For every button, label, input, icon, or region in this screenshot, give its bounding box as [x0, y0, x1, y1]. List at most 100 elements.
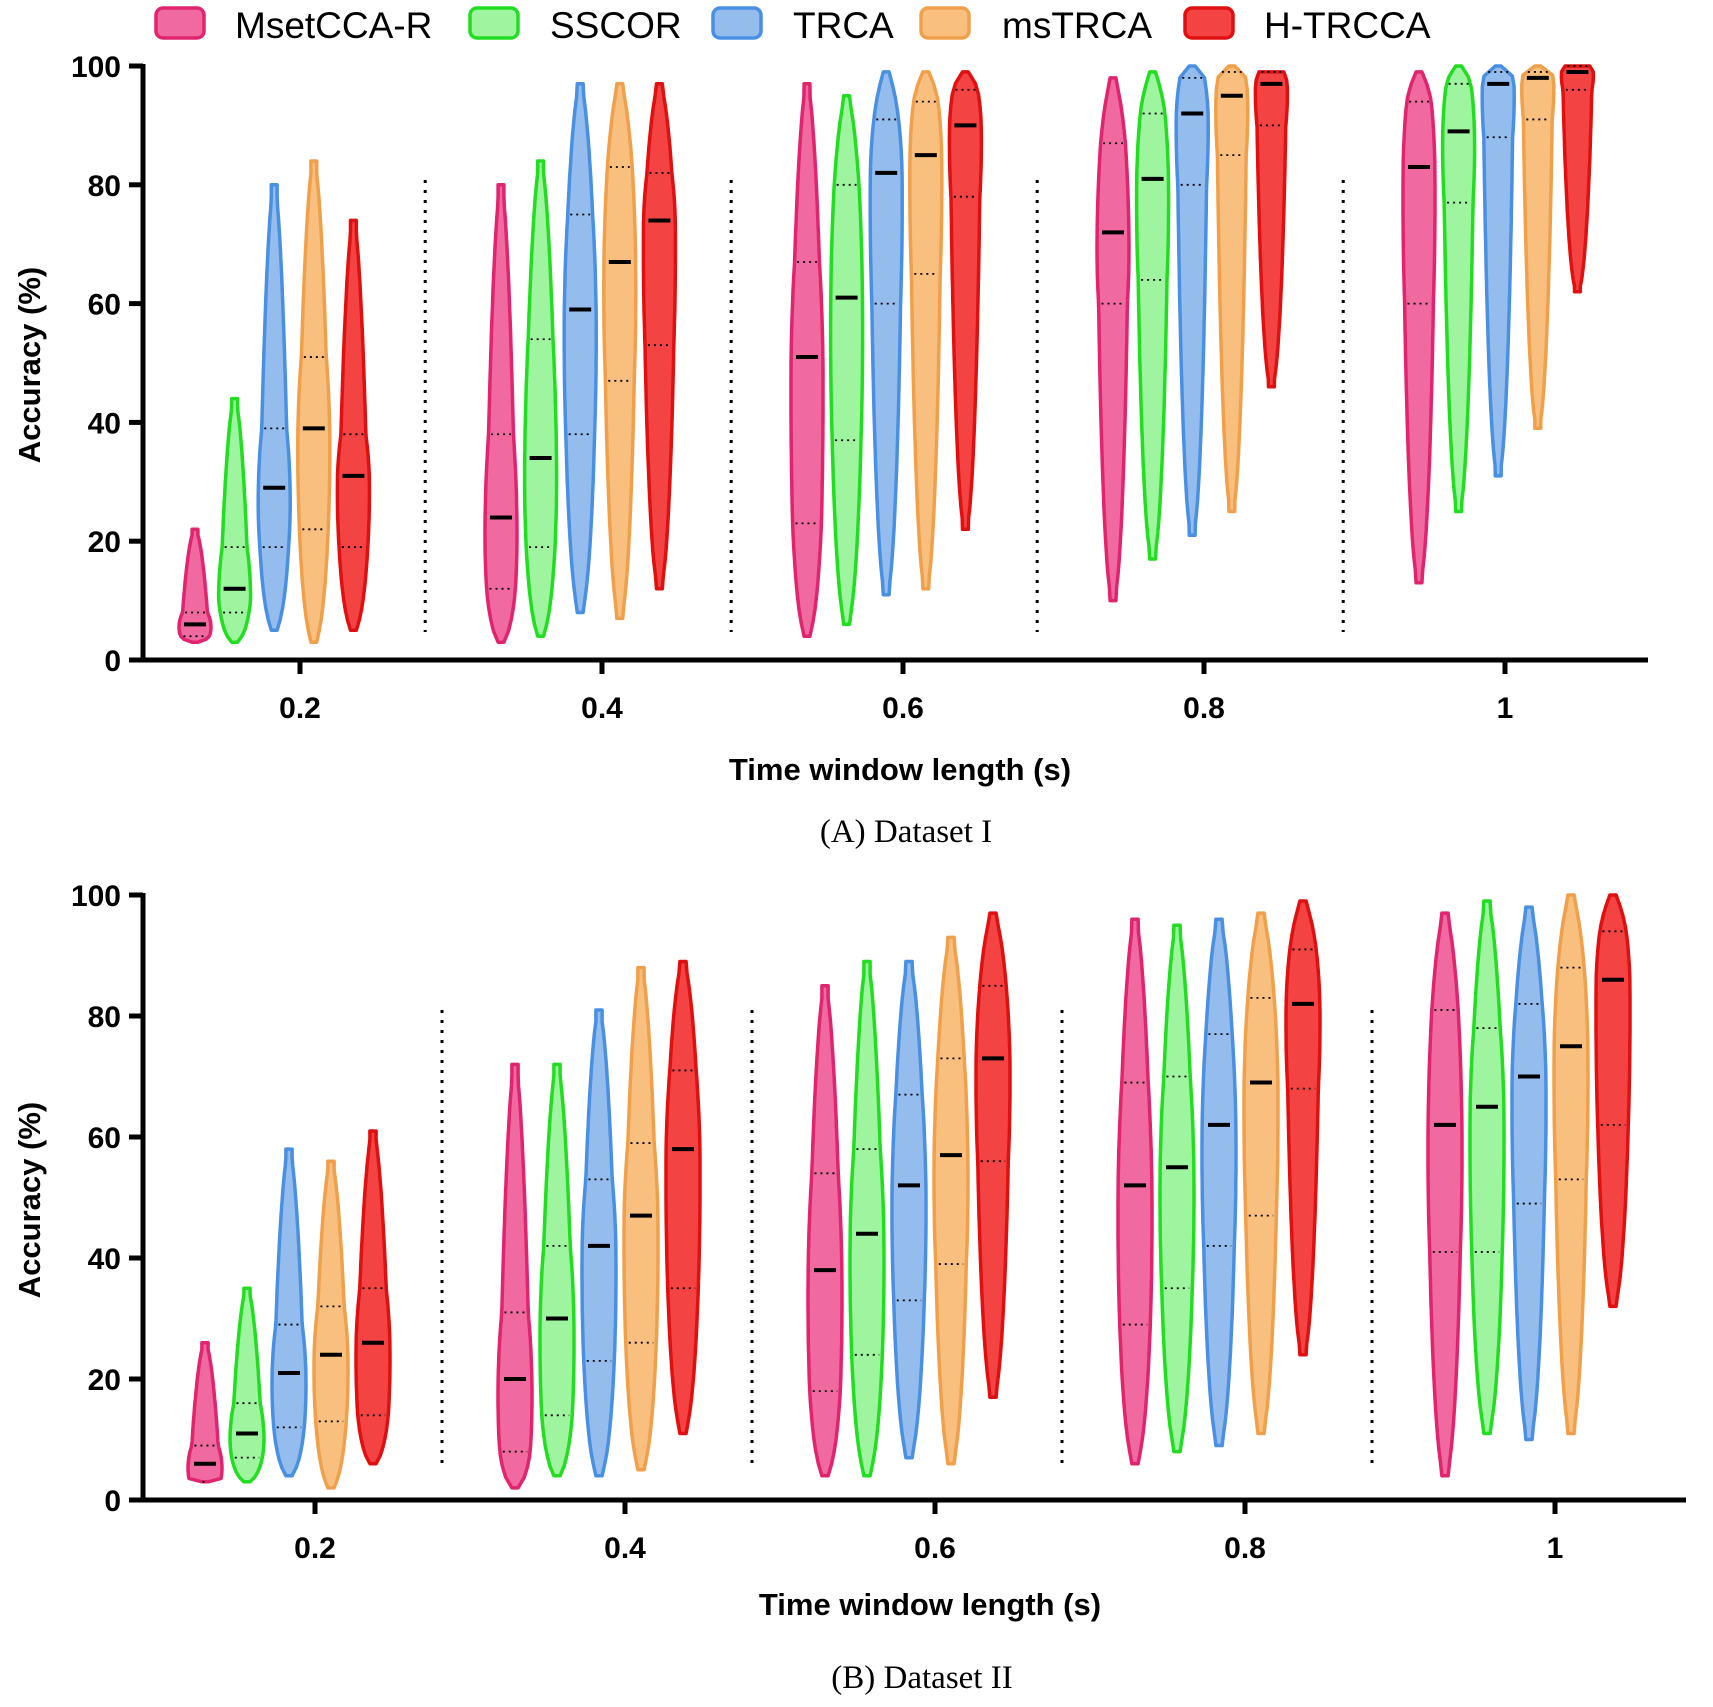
violin-msetcca-r-0-2-dataset-ii: [186, 1340, 224, 1484]
violin-sscor-0-6-dataset-ii: [848, 959, 886, 1478]
x-tick-label: 0.4: [604, 1532, 646, 1565]
y-tick-label: 40: [88, 407, 121, 440]
violin-body: [1253, 70, 1290, 389]
violin-body: [1426, 911, 1464, 1478]
violin-body: [1468, 899, 1506, 1436]
y-tick-label: 80: [88, 1001, 121, 1034]
y-tick-label: 20: [88, 526, 121, 559]
violin-mstrca-0-2-dataset-ii: [312, 1159, 350, 1490]
x-tick-label: 0.6: [882, 692, 924, 725]
violin-body: [602, 82, 638, 621]
violin-body: [641, 82, 678, 591]
violin-body: [974, 911, 1012, 1399]
violin-sscor-0-2-dataset-i: [216, 396, 253, 644]
x-tick-label: 0.4: [581, 692, 623, 725]
violin-h-trcca-0-8-dataset-ii: [1284, 899, 1322, 1357]
y-tick-label: 60: [88, 289, 121, 322]
violin-sscor-0-8-dataset-i: [1134, 70, 1171, 561]
y-tick-label: 80: [88, 170, 121, 203]
violins-dataset-i: [177, 64, 1596, 644]
legend-swatch-sscor: [468, 6, 520, 40]
violin-msetcca-r-1-dataset-ii: [1426, 911, 1464, 1478]
axes-dataset-ii: [129, 892, 1686, 1514]
legend-item-msetcca-r: MsetCCA-R: [154, 5, 432, 46]
violin-body: [312, 1159, 350, 1490]
violin-trca-0-4-dataset-i: [562, 82, 598, 615]
y-tick-label: 0: [104, 645, 121, 678]
violin-mstrca-0-4-dataset-ii: [622, 965, 660, 1472]
violin-body: [789, 82, 825, 638]
violin-msetcca-r-0-8-dataset-i: [1095, 76, 1131, 603]
violin-sscor-1-dataset-i: [1440, 64, 1477, 514]
violin-msetcca-r-1-dataset-i: [1401, 70, 1437, 585]
violin-body: [932, 935, 970, 1466]
legend-swatch-trca: [711, 6, 763, 40]
legend-label-msetcca-r: MsetCCA-R: [235, 5, 432, 46]
violin-mstrca-0-4-dataset-i: [602, 82, 638, 621]
violin-mstrca-0-6-dataset-ii: [932, 935, 970, 1466]
violin-h-trcca-0-4-dataset-ii: [664, 959, 702, 1436]
violin-body: [1559, 64, 1596, 294]
violin-body: [908, 70, 944, 591]
violin-body: [1480, 64, 1516, 478]
violin-sscor-0-4-dataset-i: [522, 159, 559, 638]
x-tick-label: 0.2: [279, 692, 321, 725]
violin-body: [256, 183, 292, 633]
y-axis-title-dataset-ii: Accuracy (%): [12, 1102, 47, 1298]
violin-trca-0-6-dataset-i: [868, 70, 904, 597]
legend-swatch-h-trcca: [1183, 6, 1235, 40]
legend-label-sscor: SSCOR: [550, 5, 682, 46]
violin-sscor-0-8-dataset-ii: [1158, 923, 1196, 1454]
violin-body: [1552, 893, 1590, 1436]
violin-trca-1-dataset-i: [1480, 64, 1516, 478]
violin-msetcca-r-0-2-dataset-i: [177, 527, 213, 644]
y-tick-labels-dataset-i: 0 20 40 60 80 100: [71, 51, 121, 678]
violin-trca-0-4-dataset-ii: [580, 1008, 618, 1478]
violin-body: [580, 1008, 618, 1478]
x-tick-labels-dataset-ii: 0.2 0.4 0.6 0.8 1: [294, 1532, 1563, 1565]
y-tick-labels-dataset-ii: 0 20 40 60 80 100: [71, 880, 121, 1518]
y-tick-label: 0: [104, 1485, 121, 1518]
y-tick-label: 100: [71, 51, 121, 84]
violin-body: [216, 396, 253, 644]
legend-label-h-trcca: H-TRCCA: [1264, 5, 1431, 46]
violin-msetcca-r-0-4-dataset-i: [483, 183, 519, 644]
violin-msetcca-r-0-4-dataset-ii: [496, 1062, 534, 1490]
violin-body: [1401, 70, 1437, 585]
violin-body: [664, 959, 702, 1436]
violin-body: [1214, 64, 1250, 514]
x-tick-label: 0.6: [914, 1532, 956, 1565]
violin-body: [1520, 64, 1556, 431]
x-tick-labels-dataset-i: 0.2 0.4 0.6 0.8 1: [279, 692, 1513, 725]
violin-body: [228, 1286, 266, 1484]
violin-body: [296, 159, 332, 644]
violin-mstrca-0-6-dataset-i: [908, 70, 944, 591]
violin-body: [806, 984, 844, 1478]
violin-h-trcca-0-2-dataset-ii: [354, 1129, 392, 1466]
violin-body: [947, 70, 984, 532]
violin-body: [538, 1062, 576, 1478]
legend-swatch-mstrca: [919, 6, 971, 40]
violin-msetcca-r-0-8-dataset-ii: [1116, 917, 1154, 1466]
legend-label-trca: TRCA: [793, 5, 894, 46]
violin-body: [1134, 70, 1171, 561]
legend-item-sscor: SSCOR: [468, 5, 682, 46]
violin-h-trcca-0-2-dataset-i: [335, 218, 372, 633]
violin-body: [1158, 923, 1196, 1454]
violin-body: [1174, 64, 1210, 538]
legend-label-mstrca: msTRCA: [1002, 5, 1152, 46]
violin-mstrca-0-8-dataset-i: [1214, 64, 1250, 514]
violin-trca-0-8-dataset-ii: [1200, 917, 1238, 1448]
violin-body: [186, 1340, 224, 1484]
legend: MsetCCA-R SSCOR TRCA msTRCA H-TRCCA: [154, 5, 1431, 46]
violin-body: [868, 70, 904, 597]
violin-trca-0-2-dataset-ii: [270, 1147, 308, 1478]
violin-body: [1116, 917, 1154, 1466]
y-tick-label: 100: [71, 880, 121, 913]
violin-body: [890, 959, 928, 1460]
violin-h-trcca-1-dataset-i: [1559, 64, 1596, 294]
violin-body: [483, 183, 519, 644]
legend-item-h-trcca: H-TRCCA: [1183, 5, 1431, 46]
